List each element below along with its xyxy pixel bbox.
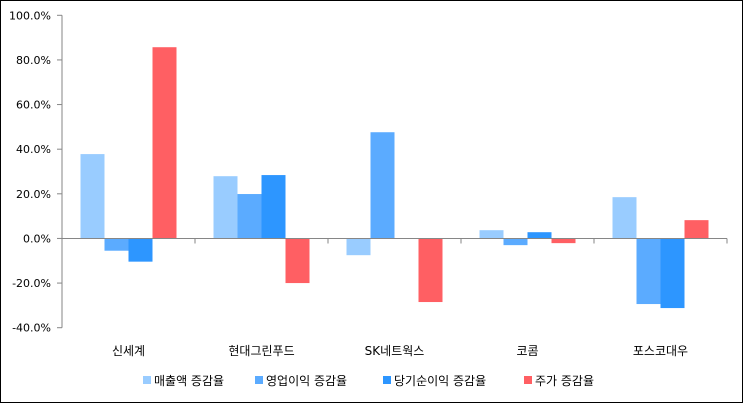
bar xyxy=(346,238,371,256)
category-label: 현대그린푸드 xyxy=(228,344,294,358)
bar xyxy=(104,238,129,251)
bar xyxy=(527,232,552,239)
bar xyxy=(213,176,238,239)
bar xyxy=(152,47,177,239)
bar xyxy=(551,238,576,244)
bar xyxy=(237,194,262,239)
bar xyxy=(503,238,528,246)
legend-label: 당기순이익 증감율 xyxy=(394,374,486,388)
legend-swatch xyxy=(143,376,151,384)
bar xyxy=(261,175,286,239)
bar xyxy=(684,220,709,239)
legend-swatch xyxy=(524,376,532,384)
category-label: 신세계 xyxy=(112,344,145,358)
y-tick-label: 0.0% xyxy=(23,232,51,245)
bar xyxy=(612,197,637,239)
y-tick-label: 80.0% xyxy=(16,54,51,67)
bar xyxy=(80,154,105,239)
category-label: 코콤 xyxy=(516,344,538,358)
bar xyxy=(370,132,395,239)
legend-swatch xyxy=(255,376,263,384)
category-label: SK네트웍스 xyxy=(365,344,425,358)
y-tick-label: 20.0% xyxy=(16,188,51,201)
bar xyxy=(636,238,661,305)
legend-label: 영업이익 증감율 xyxy=(266,374,347,388)
y-tick-label: 40.0% xyxy=(16,143,51,156)
legend-swatch xyxy=(383,376,391,384)
bar xyxy=(660,238,685,309)
bar xyxy=(285,238,310,284)
legend-label: 주가 증감율 xyxy=(535,374,594,388)
category-label: 포스코대우 xyxy=(633,344,688,358)
legend-label: 매출액 증감율 xyxy=(154,374,224,388)
y-tick-label: -20.0% xyxy=(12,277,51,290)
bar xyxy=(418,238,443,303)
bar xyxy=(128,238,153,262)
y-tick-label: 60.0% xyxy=(16,99,51,112)
y-tick-label: -40.0% xyxy=(12,322,51,335)
y-tick-label: 100.0% xyxy=(9,9,51,22)
bar xyxy=(479,230,504,239)
